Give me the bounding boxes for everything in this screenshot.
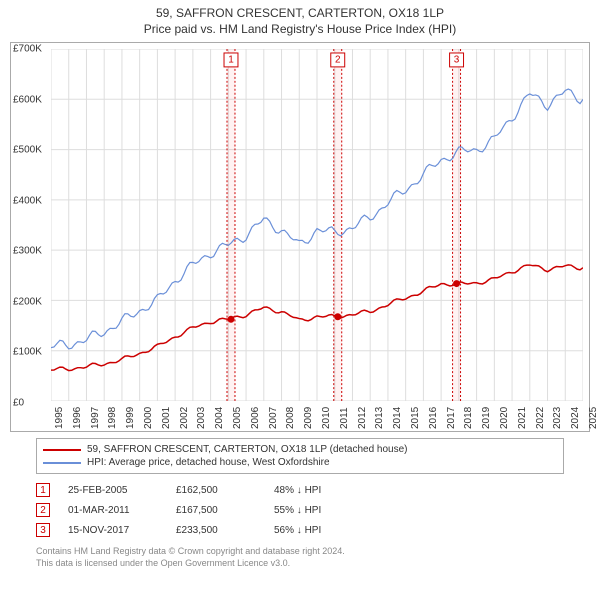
svg-text:3: 3 xyxy=(454,54,460,65)
legend-label: 59, SAFFRON CRESCENT, CARTERTON, OX18 1L… xyxy=(87,444,408,455)
legend-item: 59, SAFFRON CRESCENT, CARTERTON, OX18 1L… xyxy=(43,443,557,456)
y-tick-label: £600K xyxy=(13,94,42,105)
plot-area: 1 2 3 xyxy=(51,49,583,401)
event-price: £162,500 xyxy=(176,485,256,496)
chart-title-line1: 59, SAFFRON CRESCENT, CARTERTON, OX18 1L… xyxy=(0,6,600,20)
event-pct: 55% ↓ HPI xyxy=(274,505,364,516)
footer-line1: Contains HM Land Registry data © Crown c… xyxy=(36,546,564,558)
svg-text:1: 1 xyxy=(228,54,234,65)
event-marker-icon: 1 xyxy=(36,483,50,497)
event-price: £167,500 xyxy=(176,505,256,516)
chart-container: 1 2 3 £0 £100K £200K £300K £400K £500K £600K £700… xyxy=(10,42,590,432)
event-marker-icon: 2 xyxy=(36,503,50,517)
y-tick-label: £400K xyxy=(13,195,42,206)
y-tick-label: £200K xyxy=(13,296,42,307)
event-price: £233,500 xyxy=(176,525,256,536)
chart-title-block: 59, SAFFRON CRESCENT, CARTERTON, OX18 1L… xyxy=(0,0,600,38)
legend-label: HPI: Average price, detached house, West… xyxy=(87,457,330,468)
event-row: 2 01-MAR-2011 £167,500 55% ↓ HPI xyxy=(36,500,564,520)
y-tick-label: £500K xyxy=(13,145,42,156)
y-tick-label: £700K xyxy=(13,44,42,55)
chart-svg: 1 2 3 xyxy=(51,49,583,401)
event-date: 25-FEB-2005 xyxy=(68,485,158,496)
chart-title-line2: Price paid vs. HM Land Registry's House … xyxy=(0,22,600,36)
event-marker-icon: 3 xyxy=(36,523,50,537)
y-tick-label: £100K xyxy=(13,347,42,358)
event-row: 3 15-NOV-2017 £233,500 56% ↓ HPI xyxy=(36,520,564,540)
event-date: 15-NOV-2017 xyxy=(68,525,158,536)
legend-box: 59, SAFFRON CRESCENT, CARTERTON, OX18 1L… xyxy=(36,438,564,474)
event-row: 1 25-FEB-2005 £162,500 48% ↓ HPI xyxy=(36,480,564,500)
legend-swatch xyxy=(43,462,81,464)
y-tick-label: £0 xyxy=(13,398,24,409)
svg-text:2: 2 xyxy=(335,54,341,65)
event-pct: 56% ↓ HPI xyxy=(274,525,364,536)
footer-line2: This data is licensed under the Open Gov… xyxy=(36,558,564,570)
legend-item: HPI: Average price, detached house, West… xyxy=(43,456,557,469)
y-tick-label: £300K xyxy=(13,246,42,257)
legend-swatch xyxy=(43,449,81,451)
events-table: 1 25-FEB-2005 £162,500 48% ↓ HPI 2 01-MA… xyxy=(36,480,564,540)
event-date: 01-MAR-2011 xyxy=(68,505,158,516)
event-pct: 48% ↓ HPI xyxy=(274,485,364,496)
footer-text: Contains HM Land Registry data © Crown c… xyxy=(36,546,564,569)
